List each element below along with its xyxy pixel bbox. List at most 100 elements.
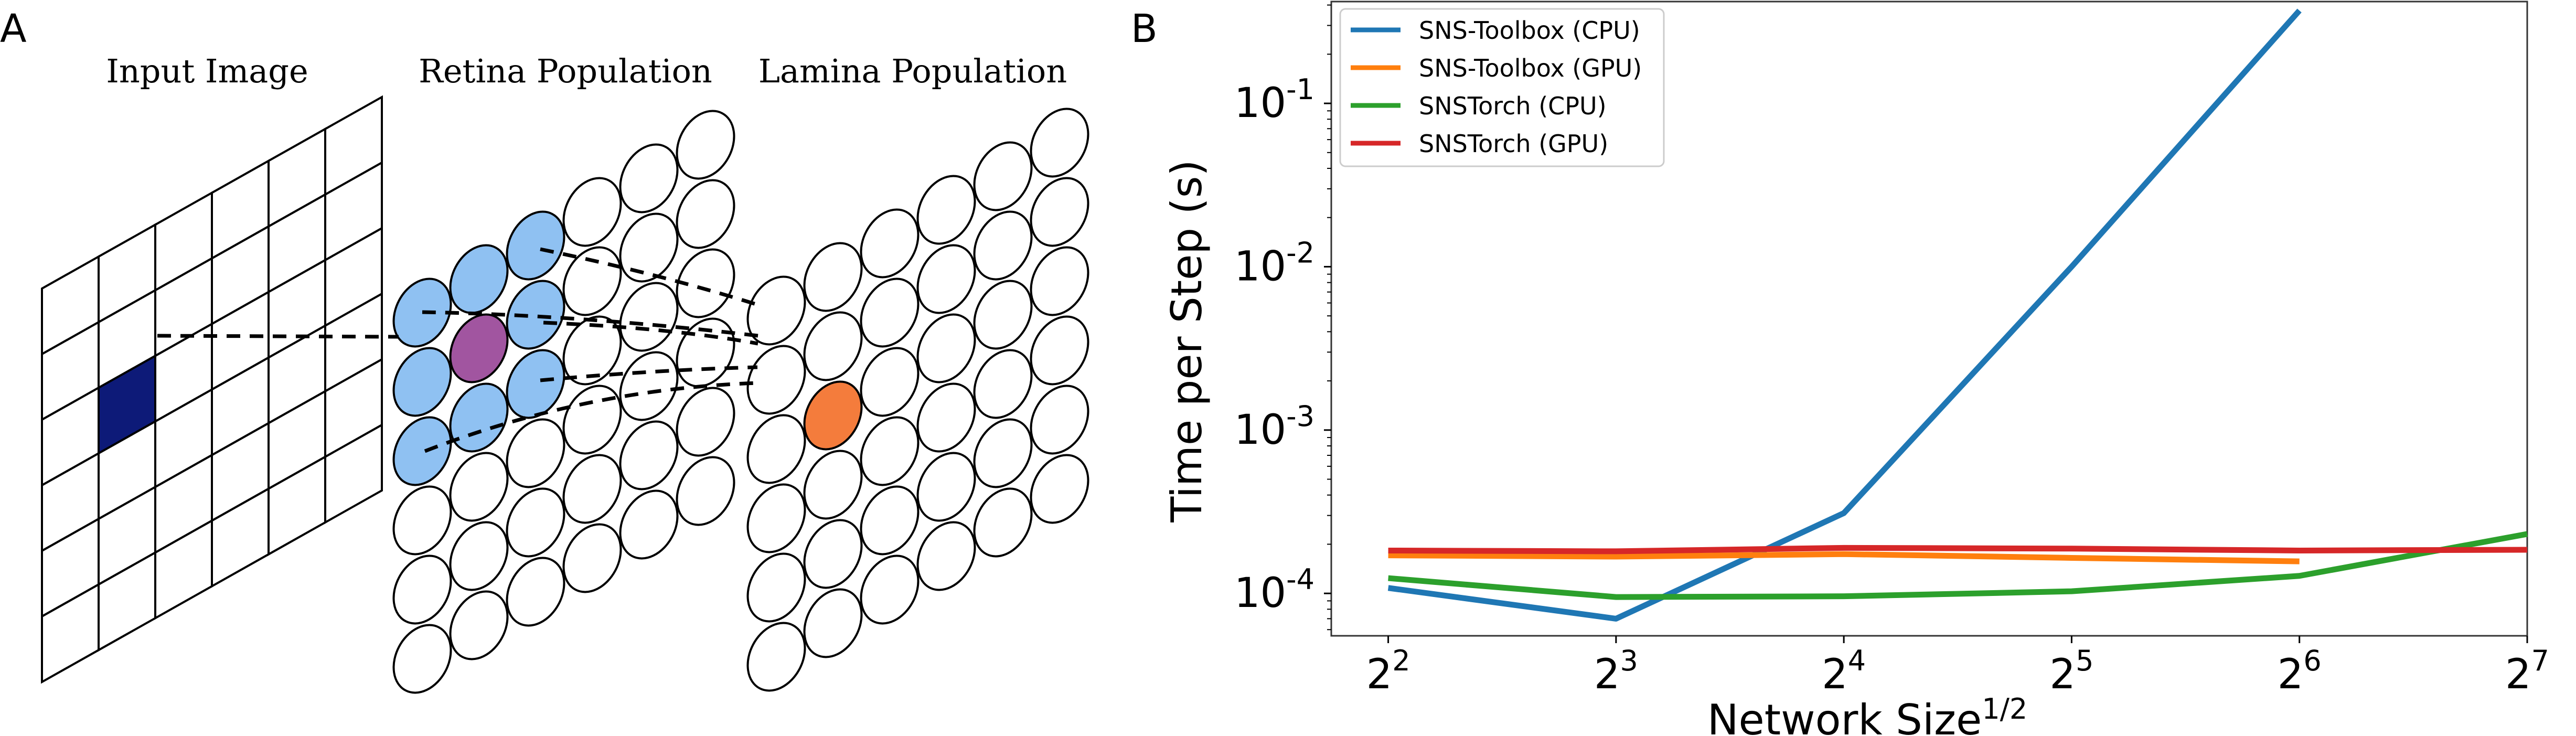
retina-neighbor-neuron xyxy=(449,244,509,314)
retina-neuron xyxy=(562,523,622,593)
lamina-neuron xyxy=(916,382,976,453)
series-line-2 xyxy=(1388,551,2300,564)
retina-neuron xyxy=(676,387,735,457)
input-image-grid xyxy=(41,95,383,684)
retina-neuron xyxy=(506,418,565,488)
retina-neuron xyxy=(619,212,679,283)
lamina-neuron xyxy=(803,588,863,658)
lamina-neuron xyxy=(1030,108,1089,178)
series-line-1 xyxy=(1387,8,2302,622)
lamina-neuron xyxy=(746,552,806,623)
retina-neuron xyxy=(619,420,679,490)
lamina-neuron xyxy=(746,622,806,692)
y-tick-label: 10-1 xyxy=(1234,73,1314,127)
panel-a: A Input Image Retina Population Lamina P… xyxy=(0,6,1089,694)
retina-neighbor-neuron xyxy=(392,416,452,486)
lamina-target-neuron xyxy=(803,380,863,451)
lamina-neuron xyxy=(803,450,863,520)
x-tick-label: 26 xyxy=(2278,644,2322,698)
retina-to-lamina-line xyxy=(422,310,758,338)
lamina-neuron xyxy=(916,175,976,245)
x-tick-label: 25 xyxy=(2049,644,2093,698)
lamina-neuron xyxy=(973,418,1033,488)
lamina-neuron xyxy=(916,244,976,314)
x-axis: 22 23 24 25 26 27 xyxy=(1366,636,2549,698)
lamina-neuron xyxy=(973,487,1033,558)
retina-center-neuron xyxy=(449,313,509,383)
lamina-neuron xyxy=(1030,177,1089,247)
x-axis-label-main: Network Size xyxy=(1707,696,1982,736)
retina-to-lamina-line xyxy=(540,247,761,307)
lamina-neuron xyxy=(860,208,920,279)
retina-neuron xyxy=(619,143,679,214)
plot-area-frame xyxy=(1330,1,2528,637)
retina-population-title: Retina Population xyxy=(419,52,712,90)
series-lines xyxy=(1387,8,2528,622)
lamina-neuron xyxy=(973,210,1033,281)
lamina-neuron xyxy=(746,414,806,484)
retina-population xyxy=(392,110,735,694)
panel-a-label: A xyxy=(0,6,27,51)
lamina-neuron xyxy=(1030,385,1089,455)
series-line-3 xyxy=(1388,531,2528,600)
retina-neighbor-neuron xyxy=(392,347,452,417)
x-axis-label-superscript: 1/2 xyxy=(1982,692,2027,726)
connection-lines xyxy=(157,247,761,453)
lamina-neuron xyxy=(803,311,863,381)
retina-neuron xyxy=(449,590,509,660)
lamina-neuron xyxy=(916,313,976,383)
lamina-neuron xyxy=(916,521,976,591)
pixel-to-retina-line xyxy=(157,334,399,339)
retina-neuron xyxy=(619,489,679,560)
lamina-population-title: Lamina Population xyxy=(758,52,1067,90)
retina-neighbor-neuron xyxy=(506,210,565,281)
retina-neuron xyxy=(392,485,452,556)
lamina-neuron xyxy=(860,485,920,556)
lamina-neuron xyxy=(916,452,976,522)
lamina-neuron xyxy=(1030,454,1089,524)
x-axis-label: Network Size1/2 xyxy=(1707,692,2028,736)
retina-neuron xyxy=(562,246,622,316)
x-tick-label: 23 xyxy=(1594,644,1638,698)
legend-label: SNSTorch (CPU) xyxy=(1419,92,1607,120)
lamina-neuron xyxy=(803,519,863,589)
y-axis-label: Time per Step (s) xyxy=(1162,159,1211,522)
lamina-neuron xyxy=(860,278,920,348)
retina-neighbor-neuron xyxy=(449,382,509,453)
retina-neuron xyxy=(449,452,509,522)
retina-neuron xyxy=(562,454,622,524)
lamina-neuron xyxy=(1030,315,1089,386)
lamina-neuron xyxy=(973,141,1033,211)
lamina-neuron xyxy=(860,347,920,417)
x-tick-label: 22 xyxy=(1366,644,1410,698)
legend-label: SNS-Toolbox (GPU) xyxy=(1419,54,1642,82)
x-tick-label: 27 xyxy=(2505,644,2549,698)
lamina-neuron xyxy=(746,483,806,553)
grid-cell xyxy=(324,423,383,525)
retina-to-lamina-line xyxy=(424,381,760,453)
lamina-neuron xyxy=(860,416,920,486)
lamina-neuron xyxy=(973,280,1033,350)
retina-neuron xyxy=(392,554,452,625)
retina-to-lamina-line xyxy=(540,365,758,382)
retina-neuron xyxy=(562,315,622,386)
legend-label: SNS-Toolbox (CPU) xyxy=(1419,16,1640,45)
retina-neuron xyxy=(676,179,735,249)
retina-neuron xyxy=(392,624,452,694)
retina-neuron xyxy=(619,351,679,421)
retina-neuron xyxy=(676,456,735,526)
series-line-4 xyxy=(1388,545,2528,554)
input-image-title: Input Image xyxy=(106,52,308,90)
retina-neuron xyxy=(619,282,679,352)
retina-neuron xyxy=(506,557,565,627)
retina-neuron xyxy=(676,110,735,180)
lamina-neuron xyxy=(803,242,863,312)
panel-b: B 10-1 10-2 10-3 10-4 22 23 24 25 26 27 Time per… xyxy=(1131,1,2549,736)
y-axis: 10-1 10-2 10-3 10-4 xyxy=(1234,4,1331,631)
y-tick-label: 10-2 xyxy=(1234,236,1314,290)
legend-label: SNSTorch (GPU) xyxy=(1419,130,1608,158)
panel-b-label: B xyxy=(1131,6,1158,51)
lamina-neuron xyxy=(1030,246,1089,316)
legend-box xyxy=(1339,8,1665,167)
